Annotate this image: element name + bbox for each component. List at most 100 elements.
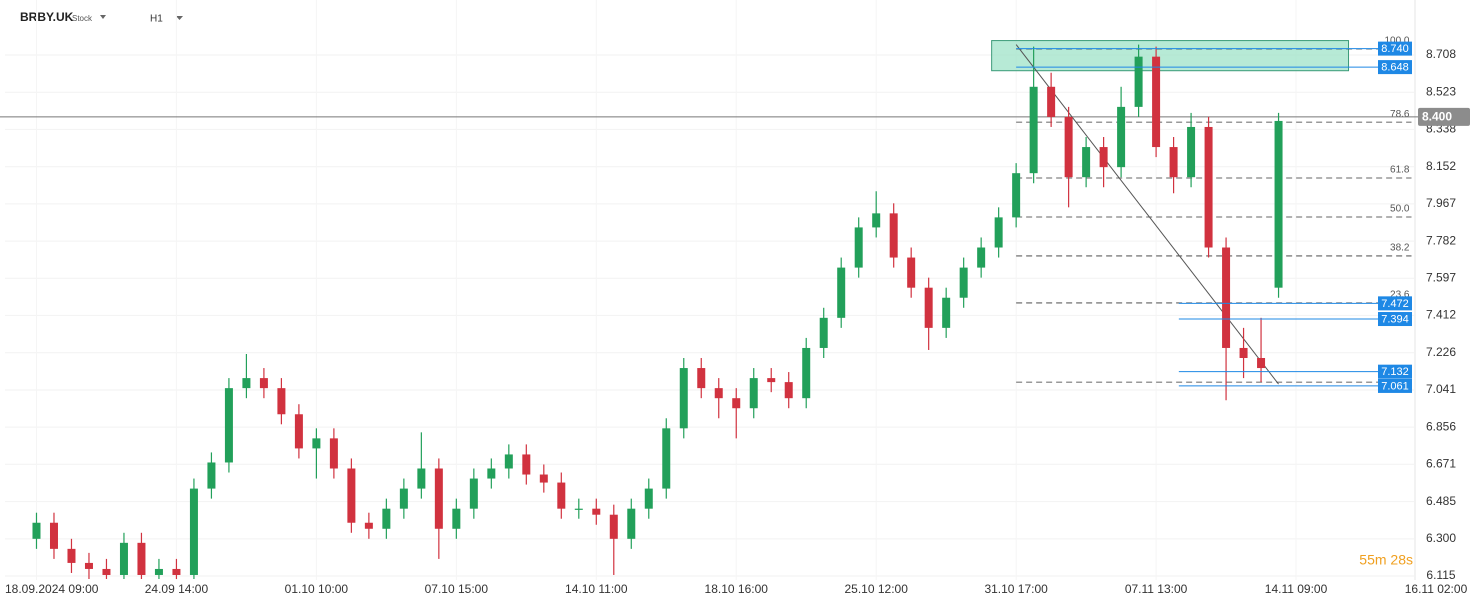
candle-body [277,388,286,415]
candle-body [49,522,58,549]
timeframe[interactable]: H1 [150,14,163,25]
candle-body [522,454,531,475]
candle-body [102,568,111,575]
symbol-dropdown[interactable] [100,15,106,19]
candle-body [154,568,163,575]
candle-body [224,388,233,463]
price-label-box [1378,41,1412,56]
candle-body [469,478,478,509]
fib-label: 61.8 [1390,165,1410,176]
candle-body [662,428,671,489]
y-tick-label: 7.597 [1426,270,1456,284]
candle-body [312,438,321,449]
candle-body [259,378,268,389]
candle-body [434,468,443,529]
candle-body [172,568,181,575]
price-label-box [1378,378,1412,393]
y-tick-label: 6.115 [1426,568,1455,582]
candle-body [644,488,653,509]
candle-body [382,508,391,529]
y-tick-label: 6.485 [1426,494,1456,508]
candle-timer: 55m 28s [1359,552,1413,568]
symbol[interactable]: BRBY.UK [20,10,74,24]
candle-body [994,217,1003,248]
x-tick-label: 14.10 11:00 [565,582,628,596]
y-tick-label: 7.041 [1426,382,1456,396]
x-tick-label: 01.10 10:00 [285,582,349,596]
timeframe-dropdown[interactable] [176,16,183,20]
candle-body [714,388,723,399]
candle-body [1239,347,1248,359]
price-label: 7.132 [1381,366,1409,378]
price-label: 8.648 [1381,62,1409,74]
price-label-box [1378,364,1412,379]
candle-body [294,414,303,449]
candle-body [1012,173,1021,218]
x-tick-label: 24.09 14:00 [145,582,209,596]
x-tick-label: 25.10 12:00 [844,582,908,596]
candle-body [1047,86,1056,117]
fib-label: 78.6 [1390,109,1410,120]
price-label-box [1378,60,1412,75]
candle-body [399,488,408,509]
candle-body [137,542,146,575]
x-tick-label: 16.11 02:00 [1405,582,1468,596]
y-tick-label: 6.856 [1426,419,1456,433]
candle-body [32,522,41,539]
candle-body [84,562,93,569]
candle-body [1134,56,1143,107]
candle-body [1029,86,1038,174]
candle-body [1152,56,1161,148]
candle-body [767,378,776,383]
y-tick-label: 7.782 [1426,233,1456,247]
price-label: 7.394 [1381,313,1409,325]
candle-body [1257,358,1266,369]
candle-body [819,317,828,348]
candle-body [732,398,741,409]
price-label-box [1378,312,1412,327]
candle-body [574,508,583,510]
price-label: 7.061 [1381,380,1409,392]
candle-body [889,213,898,258]
candle-body [67,548,76,563]
candle-body [802,347,811,399]
fib-label: 100.0 [1384,36,1409,47]
candle-body [1222,247,1231,348]
x-tick-label: 14.11 09:00 [1265,582,1328,596]
candle-body [872,213,881,228]
candle-body [189,488,198,575]
y-tick-label: 6.300 [1426,531,1456,545]
x-tick-label: 18.09.2024 09:00 [5,582,99,596]
candle-body [487,468,496,479]
candle-body [1274,120,1283,288]
price-label: 7.472 [1381,298,1409,310]
y-tick-label: 8.708 [1426,47,1456,61]
candle-body [119,542,128,575]
x-tick-label: 07.11 13:00 [1125,582,1188,596]
candle-body [959,267,968,298]
y-tick-label: 7.226 [1426,345,1456,359]
candle-body [1169,147,1178,178]
y-tick-label: 7.967 [1426,196,1456,210]
candle-body [242,378,251,389]
candle-body [907,257,916,288]
supply-zone [991,40,1350,72]
candle-body [977,247,986,268]
candle-body [1099,147,1108,168]
fib-label: 50.0 [1390,204,1410,215]
candle-body [609,514,618,539]
candle-body [329,438,338,469]
candle-body [347,468,356,523]
candle-body [1187,126,1196,178]
candle-body [854,227,863,268]
current-price-label: 8.400 [1422,110,1452,124]
fib-label: 38.2 [1390,243,1410,254]
candle-body [837,267,846,318]
x-tick-label: 31.10 17:00 [984,582,1048,596]
asset-type: Stock [72,14,93,23]
y-tick-label: 6.671 [1426,456,1456,470]
candle-body [452,508,461,529]
candle-body [504,454,513,469]
